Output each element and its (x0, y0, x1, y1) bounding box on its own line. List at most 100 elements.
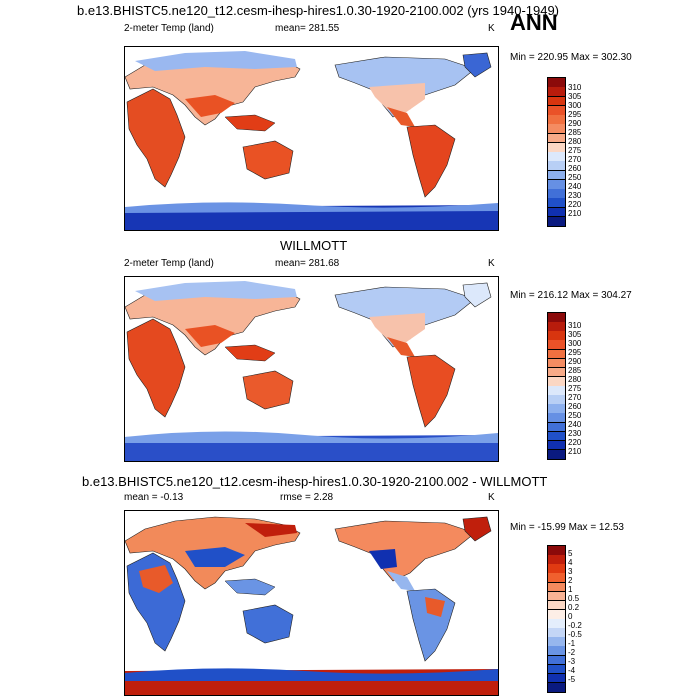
cb2-label: 280 (568, 375, 582, 384)
panel1-map-svg (125, 51, 498, 230)
cb1-label: 275 (568, 146, 582, 155)
cb1-label: 295 (568, 110, 582, 119)
panel1-india (185, 95, 235, 117)
panel3-tibet (185, 547, 245, 567)
panel1-mean-label: mean= 281.55 (275, 23, 340, 34)
cb1-label: 300 (568, 101, 582, 110)
panel3-greenland (462, 516, 492, 542)
panel2-central-america (387, 337, 415, 357)
cb3-label: -3 (568, 657, 576, 666)
colorbar-swatch (548, 449, 565, 460)
cb3-label: -4 (568, 666, 576, 675)
panel3-minmax: Min = -15.99 Max = 12.53 (510, 522, 624, 533)
panel2-south-america (406, 354, 456, 428)
cb3-label: 3 (568, 567, 573, 576)
panel1-south-america (406, 124, 456, 198)
cb2-label: 210 (568, 447, 582, 456)
cb1-label: 210 (568, 209, 582, 218)
panel2-variable-label: 2-meter Temp (land) (124, 258, 214, 269)
colorbar-swatch (548, 682, 565, 693)
panel1-africa (126, 88, 186, 188)
cb2-label: 250 (568, 411, 582, 420)
cb3-label: 0.5 (568, 594, 580, 603)
panel2-unit-label: K (488, 258, 495, 269)
colorbar-swatch (548, 216, 565, 227)
panel3-rmse-label: rmse = 2.28 (280, 492, 334, 503)
cb2-label: 220 (568, 438, 582, 447)
cb3-label: -5 (568, 675, 576, 684)
cb3-label: 2 (568, 576, 573, 585)
cb1-label: 230 (568, 191, 582, 200)
cb2-label: 310 (568, 321, 582, 330)
panel1-greenland (462, 52, 492, 78)
cb2-label: 295 (568, 348, 582, 357)
panel3-antarctica-edge (125, 668, 498, 681)
panel3-amazon (425, 597, 445, 617)
cb3-label: 5 (568, 549, 573, 558)
cb3-label: -1 (568, 639, 576, 648)
panel1-central-america (387, 107, 415, 127)
panel2-indonesia (224, 344, 276, 362)
panel2-colorbar (547, 312, 566, 460)
panel3-indonesia (224, 578, 276, 596)
panel3-title: b.e13.BHISTC5.ne120_t12.cesm-ihesp-hires… (82, 474, 548, 489)
panel3-central-america (387, 571, 415, 591)
cb1-label: 285 (568, 128, 582, 137)
panel2-map (124, 276, 499, 462)
cb1-label: 305 (568, 92, 582, 101)
panel3-mean-label: mean = -0.13 (124, 492, 184, 503)
panel3-north-america (334, 520, 476, 582)
panel3-unit-label: K (488, 492, 495, 503)
panel3-east-siberia (245, 523, 297, 537)
panel2-australia (242, 370, 294, 410)
cb3-label: -0.5 (568, 630, 582, 639)
panel3-map (124, 510, 499, 696)
cb2-label: 305 (568, 330, 582, 339)
cb1-label: 310 (568, 83, 582, 92)
cb1-label: 270 (568, 155, 582, 164)
panel1-variable-label: 2-meter Temp (land) (124, 23, 214, 34)
panel1-australia (242, 140, 294, 180)
cb3-label: 0.2 (568, 603, 580, 612)
cb2-label: 270 (568, 393, 582, 402)
cb3-label: 1 (568, 585, 573, 594)
panel3-colorbar (547, 545, 566, 693)
panel2-india (185, 325, 235, 347)
panel3-map-svg (125, 516, 498, 695)
cb1-label: 220 (568, 200, 582, 209)
cb2-label: 300 (568, 339, 582, 348)
cb1-label: 240 (568, 182, 582, 191)
panel2-title: WILLMOTT (280, 238, 348, 253)
panel2-us (369, 313, 425, 343)
cb3-label: 0 (568, 612, 573, 621)
panel3-australia (242, 604, 294, 644)
panel2-mean-label: mean= 281.68 (275, 258, 340, 269)
panel2-siberia (135, 281, 297, 301)
cb3-label: -2 (568, 648, 576, 657)
cb2-label: 240 (568, 420, 582, 429)
panel1-us (369, 83, 425, 113)
cb2-label: 290 (568, 357, 582, 366)
panel2-greenland (462, 282, 492, 308)
panel3-rockies (369, 549, 397, 569)
panel2-antarctica-edge (125, 431, 498, 443)
cb1-label: 290 (568, 119, 582, 128)
panel2-africa (126, 318, 186, 418)
cb2-label: 260 (568, 402, 582, 411)
panel1-minmax: Min = 220.95 Max = 302.30 (510, 52, 632, 63)
panel1-indonesia (224, 114, 276, 132)
panel1-siberia (135, 51, 297, 71)
panel1-unit-label: K (488, 23, 495, 34)
cb2-label: 285 (568, 366, 582, 375)
cb1-label: 280 (568, 137, 582, 146)
cb2-label: 275 (568, 384, 582, 393)
cb3-label: 4 (568, 558, 573, 567)
panel1-map (124, 46, 499, 231)
panel3-africa-warm (139, 565, 173, 593)
season-label: ANN (510, 10, 558, 35)
panel1-antarctica-edge (125, 202, 498, 213)
cb2-label: 230 (568, 429, 582, 438)
cb3-label: -0.2 (568, 621, 582, 630)
panel1-title: b.e13.BHISTC5.ne120_t12.cesm-ihesp-hires… (77, 3, 560, 18)
panel1-colorbar (547, 77, 566, 227)
